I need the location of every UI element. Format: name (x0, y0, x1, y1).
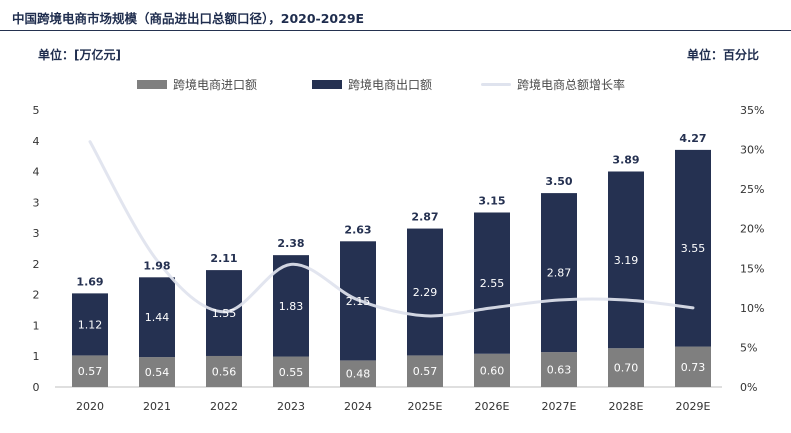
import-value-label: 0.63 (547, 364, 572, 377)
export-value-label: 3.19 (614, 254, 639, 267)
bar-import (541, 352, 577, 387)
import-value-label: 0.54 (145, 366, 170, 379)
export-value-label: 1.55 (212, 307, 237, 320)
bar-import (206, 355, 242, 387)
export-value-label: 2.87 (547, 267, 572, 280)
chart-legend: 跨境电商进口额 跨境电商出口额 跨境电商总额增长率 (0, 76, 791, 94)
export-value-label: 1.83 (279, 300, 304, 313)
y-right-tick-label: 20% (740, 223, 764, 236)
total-value-label: 2.11 (210, 252, 237, 265)
x-tick-label: 2024 (344, 400, 372, 413)
y-right-tick-label: 5% (740, 341, 757, 354)
bar-import (273, 356, 309, 387)
legend-swatch-growth (481, 83, 511, 86)
y-left-tick-label: 1 (33, 319, 40, 332)
export-value-label: 2.15 (346, 295, 371, 308)
export-value-label: 1.44 (145, 311, 170, 324)
y-left-tick-label: 2 (33, 289, 40, 302)
bar-import (72, 355, 108, 387)
bar-export (407, 228, 443, 356)
y-right-tick-label: 35% (740, 104, 764, 117)
y-left-tick-label: 3 (33, 227, 40, 240)
y-right-tick-label: 25% (740, 183, 764, 196)
total-value-label: 3.50 (545, 175, 572, 188)
y-left-tick-label: 1 (33, 350, 40, 363)
bar-export (541, 193, 577, 353)
bar-import (474, 353, 510, 387)
y-right-tick-label: 30% (740, 144, 764, 157)
total-value-label: 1.69 (76, 275, 103, 288)
y-right-tick-label: 15% (740, 262, 764, 275)
import-value-label: 0.56 (212, 365, 237, 378)
bar-import (340, 360, 376, 387)
import-value-label: 0.73 (681, 361, 706, 374)
y-left-tick-label: 4 (33, 166, 40, 179)
bar-export (608, 171, 644, 349)
chart-title: 中国跨境电商市场规模（商品进出口总额口径），2020-2029E (12, 11, 365, 26)
import-value-label: 0.55 (279, 366, 304, 379)
y-right-tick-label: 0% (740, 381, 757, 394)
bar-import (675, 346, 711, 387)
bar-export (139, 277, 175, 358)
total-value-label: 3.15 (478, 194, 505, 207)
total-value-label: 1.98 (143, 259, 170, 272)
bar-export (72, 293, 108, 356)
legend-swatch-import (137, 80, 167, 89)
x-tick-label: 2020 (76, 400, 104, 413)
y-left-tick-label: 0 (33, 381, 40, 394)
bar-export (675, 149, 711, 347)
y-left-tick-label: 3 (33, 196, 40, 209)
x-tick-label: 2028E (609, 400, 644, 413)
legend-label-import: 跨境电商进口额 (173, 78, 258, 92)
x-tick-label: 2021 (143, 400, 171, 413)
x-tick-label: 2022 (210, 400, 238, 413)
left-unit-label: 单位：[万亿元] (38, 48, 121, 62)
total-value-label: 2.87 (411, 211, 438, 224)
import-value-label: 0.70 (614, 362, 639, 375)
bar-export (273, 255, 309, 357)
legend-swatch-export (312, 80, 342, 89)
y-left-tick-label: 2 (33, 258, 40, 271)
right-unit-label: 单位：百分比 (686, 48, 759, 62)
export-value-label: 1.12 (78, 318, 103, 331)
total-value-label: 2.63 (344, 223, 371, 236)
bar-export (474, 212, 510, 354)
legend-item-export: 跨境电商出口额 (312, 76, 432, 93)
export-value-label: 3.55 (681, 242, 706, 255)
import-value-label: 0.48 (346, 368, 371, 381)
y-left-tick-label: 4 (33, 135, 40, 148)
bar-import (139, 357, 175, 387)
export-value-label: 2.29 (413, 286, 438, 299)
title-divider (0, 30, 791, 31)
total-value-label: 2.38 (277, 237, 304, 250)
legend-label-export: 跨境电商出口额 (348, 78, 433, 92)
bar-import (407, 355, 443, 387)
bar-import (608, 348, 644, 387)
legend-item-import: 跨境电商进口额 (137, 76, 257, 93)
legend-item-growth: 跨境电商总额增长率 (481, 76, 625, 93)
import-value-label: 0.60 (480, 364, 505, 377)
x-tick-label: 2027E (542, 400, 577, 413)
total-value-label: 4.27 (679, 132, 706, 145)
import-value-label: 0.57 (78, 365, 103, 378)
growth-rate-line (88, 140, 695, 318)
total-value-label: 3.89 (612, 153, 639, 166)
legend-label-growth: 跨境电商总额增长率 (517, 78, 626, 92)
x-tick-label: 2023 (277, 400, 305, 413)
import-value-label: 0.57 (413, 365, 438, 378)
x-tick-label: 2029E (676, 400, 711, 413)
export-value-label: 2.55 (480, 277, 505, 290)
y-right-tick-label: 10% (740, 302, 764, 315)
y-left-tick-label: 5 (33, 104, 40, 117)
x-tick-label: 2025E (408, 400, 443, 413)
x-tick-label: 2026E (475, 400, 510, 413)
